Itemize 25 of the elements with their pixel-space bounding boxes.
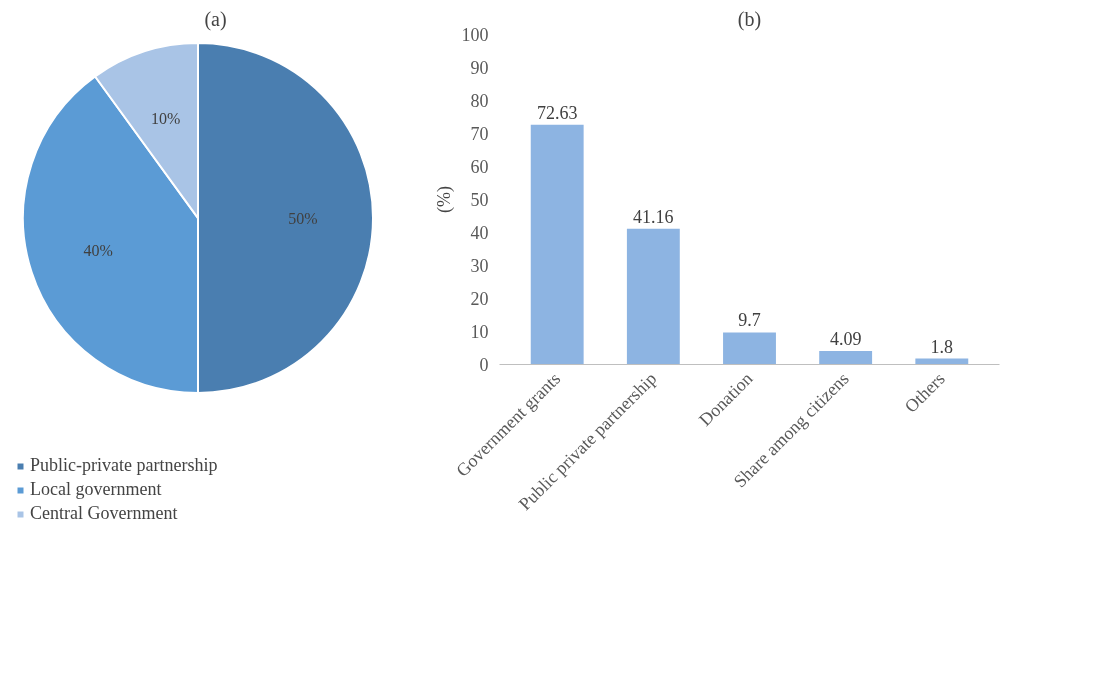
y-tick-label: 40 (470, 223, 489, 243)
y-tick-label: 70 (470, 124, 489, 144)
data-label: 40% (83, 241, 113, 259)
chart-title: (a) (204, 7, 227, 31)
data-label: 10% (150, 109, 181, 127)
data-label: 50% (288, 209, 318, 227)
legend-label: Central Government (30, 503, 178, 524)
y-axis-title: (%) (433, 186, 455, 213)
y-tick-label: 50 (470, 190, 489, 210)
legend-label: Public-private partnership (30, 455, 218, 476)
data-label: 41.16 (633, 206, 674, 227)
chart-title: (b) (737, 7, 762, 31)
y-tick-label: 90 (470, 58, 489, 78)
y-tick-label: 60 (470, 157, 489, 177)
y-tick-label: 100 (461, 25, 489, 45)
y-tick-label: 80 (470, 91, 489, 111)
data-label: 4.09 (829, 329, 862, 349)
data-label: 72.63 (536, 102, 578, 123)
y-tick-label: 30 (470, 256, 489, 276)
y-tick-label: 20 (470, 289, 489, 309)
legend-label: Local government (30, 479, 162, 500)
data-label: 9.7 (738, 310, 761, 331)
data-label: 1.8 (930, 336, 954, 357)
y-tick-label: 0 (479, 355, 489, 375)
y-tick-label: 10 (470, 322, 489, 342)
